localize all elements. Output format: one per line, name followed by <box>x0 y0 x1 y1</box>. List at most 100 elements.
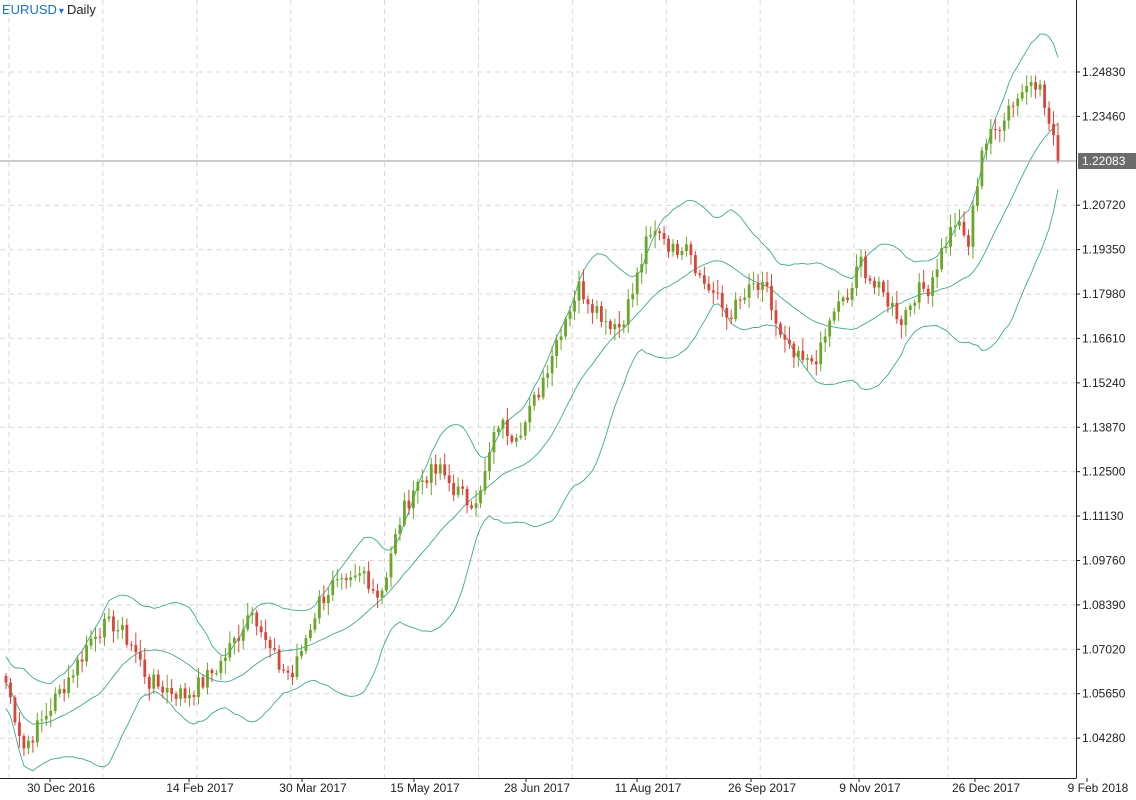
candle-body <box>219 660 223 673</box>
candle-body <box>26 740 30 749</box>
y-tick-label: 1.11130 <box>1082 509 1124 523</box>
candle-body <box>779 323 782 335</box>
candle-body <box>752 283 755 285</box>
candle-body <box>425 480 429 483</box>
candle-body <box>300 650 303 657</box>
symbol-label[interactable]: EURUSD <box>2 2 57 17</box>
candle-body <box>9 682 12 698</box>
candle-body <box>604 321 608 323</box>
candle-body <box>976 186 979 206</box>
candle-body <box>228 643 232 658</box>
x-tick-label: 9 Nov 2017 <box>839 781 901 795</box>
candle-body <box>53 693 57 711</box>
candle-body <box>246 615 250 630</box>
candle-body <box>380 590 384 598</box>
candle-body <box>873 280 876 288</box>
candle-body <box>904 310 908 326</box>
y-tick-label: 1.20720 <box>1082 198 1126 212</box>
candle-body <box>635 272 639 295</box>
candle-body <box>958 221 961 226</box>
candle-body <box>98 636 102 638</box>
candle-body <box>738 299 742 301</box>
candle-body <box>501 419 505 429</box>
candle-body <box>949 227 952 247</box>
candle-body <box>201 677 205 688</box>
timeframe-label: Daily <box>66 2 96 17</box>
candle-body <box>223 657 227 661</box>
candle-body <box>823 336 827 343</box>
candle-body <box>707 283 711 291</box>
candle-body <box>232 638 236 644</box>
candle-body <box>931 277 935 296</box>
candle-body <box>859 256 863 267</box>
candle-body <box>550 356 554 374</box>
candle-body <box>680 250 684 256</box>
candle-body <box>850 287 854 300</box>
candle-body <box>206 670 209 688</box>
candle-body <box>277 649 281 670</box>
chart-header[interactable]: EURUSD ▾ Daily <box>2 2 96 17</box>
candle-body <box>582 281 585 300</box>
candle-body <box>523 422 527 436</box>
candle-body <box>120 624 124 630</box>
x-tick-label: 11 Aug 2017 <box>615 781 682 795</box>
candle-body <box>367 571 371 589</box>
candle-body <box>1029 82 1033 86</box>
y-tick-label: 1.09760 <box>1082 553 1126 567</box>
candle-body <box>1047 107 1051 124</box>
candle-body <box>908 305 912 311</box>
candle-body <box>792 343 796 358</box>
candle-body <box>940 248 944 270</box>
candle-body <box>510 435 514 442</box>
candle-body <box>13 697 17 723</box>
candle-body <box>841 297 845 302</box>
candle-body <box>497 428 500 433</box>
candle-body <box>340 578 344 580</box>
candle-body <box>868 278 872 281</box>
candle-body <box>828 320 832 337</box>
candle-body <box>44 715 48 720</box>
y-tick-label: 1.08390 <box>1082 598 1126 612</box>
candle-body <box>805 358 809 360</box>
candle-body <box>599 306 603 322</box>
y-tick-label: 1.07020 <box>1082 642 1126 656</box>
candle-body <box>129 644 133 646</box>
x-tick-label: 26 Dec 2017 <box>952 781 1020 795</box>
candle-body <box>555 340 559 357</box>
candle-body <box>1025 85 1029 93</box>
candle-body <box>259 626 263 633</box>
candle-body <box>591 304 594 313</box>
candle-body <box>349 577 353 581</box>
candle-body <box>890 302 894 307</box>
candle-body <box>971 205 975 247</box>
candle-body <box>474 503 478 508</box>
symbol-dropdown-icon[interactable]: ▾ <box>58 6 64 17</box>
candle-body <box>855 266 858 288</box>
candle-body <box>1043 84 1046 108</box>
bollinger-bands <box>5 33 1059 772</box>
y-tick-label: 1.12500 <box>1082 465 1126 479</box>
candle-body <box>617 324 621 328</box>
candle-body <box>814 361 818 365</box>
candle-body <box>564 318 567 337</box>
candle-body <box>250 612 254 616</box>
candle-body <box>1056 135 1060 162</box>
candle-body <box>362 571 366 574</box>
candle-body <box>711 290 715 293</box>
y-tick-label: 1.15240 <box>1082 376 1126 390</box>
candle-body <box>197 677 200 698</box>
candle-body <box>313 618 317 630</box>
candle-body <box>613 324 617 330</box>
candle-body <box>241 629 245 641</box>
candle-body <box>447 475 451 484</box>
candle-body <box>353 575 357 578</box>
candle-body <box>913 302 917 306</box>
candle-body <box>85 645 88 662</box>
candle-body <box>170 687 174 694</box>
y-tick-label: 1.16610 <box>1082 331 1126 345</box>
y-tick-label: 1.19350 <box>1082 243 1126 257</box>
candle-body <box>452 483 456 496</box>
candle-body <box>846 297 849 300</box>
candle-body <box>192 695 196 698</box>
